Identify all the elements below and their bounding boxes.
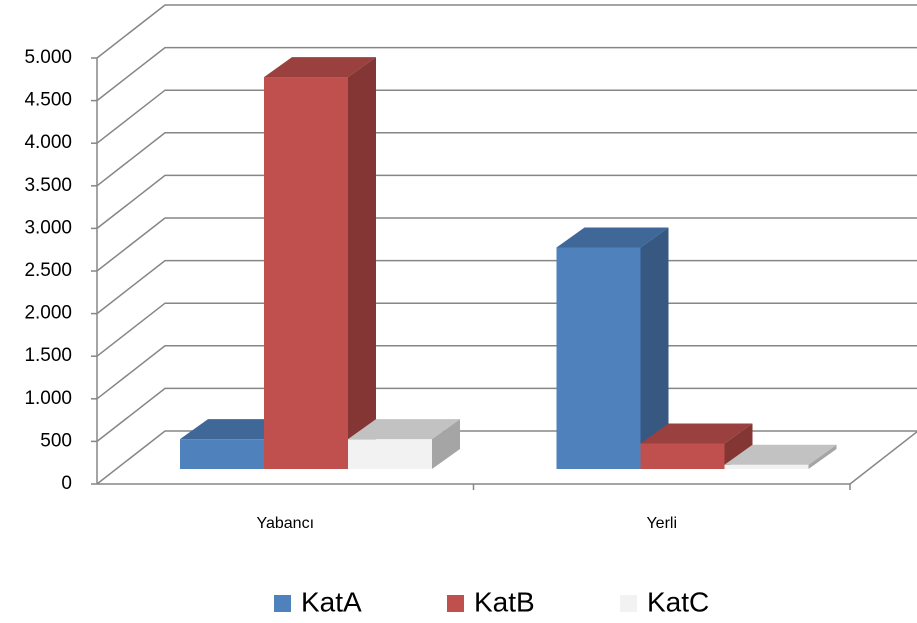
y-tick-label: 2.500 bbox=[24, 260, 72, 281]
bar-top bbox=[556, 227, 669, 248]
x-tick-label: Yerli bbox=[646, 515, 677, 532]
y-tick-label: 500 bbox=[40, 430, 72, 451]
bar bbox=[348, 439, 432, 469]
bar-top bbox=[724, 444, 837, 465]
grid-line bbox=[96, 46, 917, 102]
legend-label: KatC bbox=[647, 586, 709, 617]
grid-line bbox=[96, 302, 917, 357]
bar bbox=[264, 77, 348, 469]
y-tick-label: 4.500 bbox=[24, 90, 72, 111]
grid-line bbox=[96, 259, 917, 315]
bar-side bbox=[348, 57, 376, 469]
y-tick-label: 3.500 bbox=[24, 175, 72, 196]
legend-label: KatB bbox=[474, 586, 535, 617]
grid-line bbox=[96, 89, 917, 144]
legend-swatch bbox=[620, 595, 637, 612]
bar-top bbox=[640, 423, 753, 444]
bar-top bbox=[348, 419, 460, 440]
y-tick-label: 4.000 bbox=[24, 132, 72, 153]
bar bbox=[180, 439, 264, 469]
bar bbox=[724, 464, 809, 469]
y-tick-label: 2.000 bbox=[24, 303, 72, 324]
y-tick-label: 5.000 bbox=[24, 47, 72, 68]
bar-top bbox=[264, 57, 376, 78]
bar-side bbox=[808, 444, 837, 469]
x-tick-label: Yabancı bbox=[256, 515, 314, 532]
grid-line bbox=[96, 4, 917, 59]
bar-side bbox=[640, 227, 669, 469]
y-tick-label: 1.500 bbox=[24, 345, 72, 366]
grid-line bbox=[96, 345, 917, 400]
bar-side bbox=[724, 423, 753, 469]
legend-swatch bbox=[274, 595, 291, 612]
bar bbox=[556, 247, 641, 469]
floor-edge bbox=[849, 430, 917, 485]
legend-label: KatA bbox=[301, 586, 362, 617]
grid-line bbox=[96, 217, 917, 272]
y-tick-label: 0 bbox=[61, 473, 72, 494]
grid-line bbox=[96, 132, 917, 187]
y-tick-label: 3.000 bbox=[24, 217, 72, 238]
y-tick-label: 1.000 bbox=[24, 388, 72, 409]
legend-swatch bbox=[447, 595, 464, 612]
grid-line bbox=[96, 174, 917, 229]
bar bbox=[640, 443, 725, 469]
bar-side bbox=[432, 419, 460, 469]
